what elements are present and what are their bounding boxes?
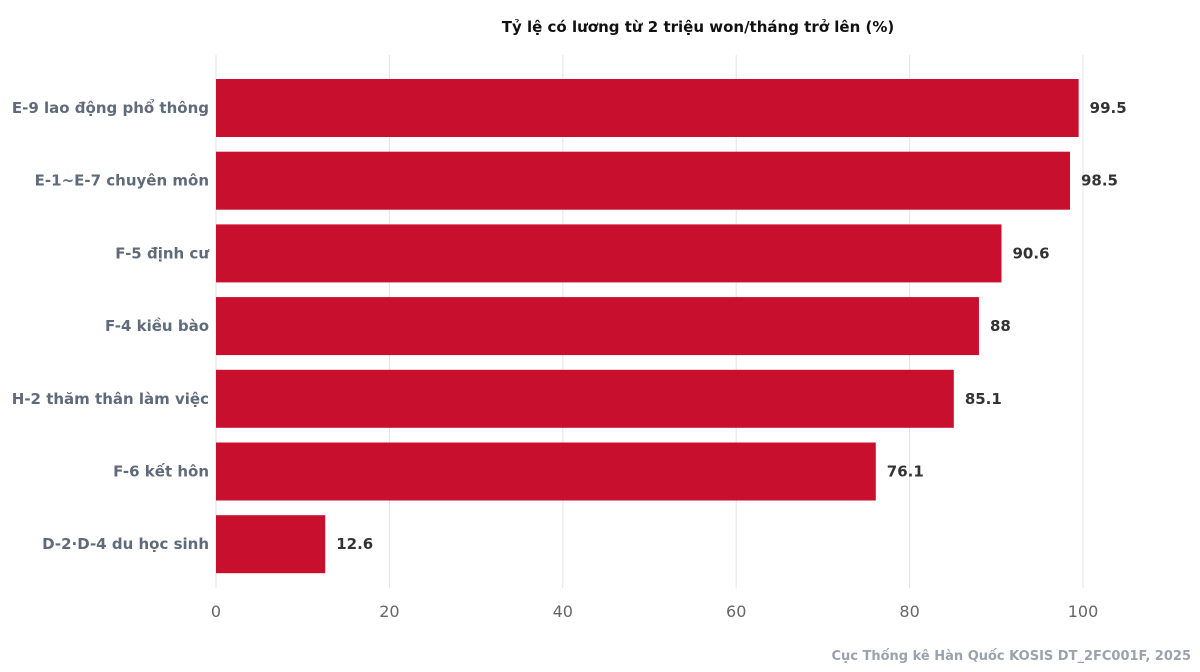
- x-tick-label: 20: [379, 602, 399, 621]
- value-labels: 99.5 98.5 90.6 88 85.1 76.1 12.6: [336, 99, 1126, 553]
- x-tick-label: 60: [726, 602, 746, 621]
- x-axis-ticks: 0 20 40 60 80 100: [211, 602, 1098, 621]
- bar: [216, 442, 876, 501]
- category-label: E-1~E-7 chuyên môn: [35, 172, 209, 190]
- value-label: 85.1: [965, 390, 1002, 408]
- category-labels: E-9 lao động phổ thông E-1~E-7 chuyên môn…: [12, 98, 210, 553]
- x-tick-label: 40: [553, 602, 573, 621]
- bar: [216, 369, 954, 428]
- category-label: E-9 lao động phổ thông: [12, 98, 209, 117]
- category-label: D-2·D-4 du học sinh: [42, 535, 209, 553]
- bar: [216, 515, 326, 574]
- value-label: 76.1: [887, 463, 924, 481]
- category-label: H-2 thăm thân làm việc: [12, 390, 209, 408]
- value-label: 90.6: [1013, 244, 1050, 262]
- value-label: 12.6: [336, 535, 373, 553]
- chart-title: Tỷ lệ có lương từ 2 triệu won/tháng trở …: [502, 18, 894, 36]
- value-label: 98.5: [1081, 172, 1118, 190]
- category-label: F-4 kiều bào: [105, 316, 209, 335]
- bar: [216, 224, 1002, 283]
- value-label: 99.5: [1090, 99, 1127, 117]
- value-label: 88: [990, 317, 1011, 335]
- category-label: F-6 kết hôn: [113, 462, 209, 481]
- x-tick-label: 80: [899, 602, 919, 621]
- bar: [216, 297, 979, 356]
- bar: [216, 151, 1070, 210]
- category-label: F-5 định cư: [115, 244, 209, 262]
- x-tick-label: 0: [211, 602, 221, 621]
- bars: [216, 79, 1079, 574]
- source-note: Cục Thống kê Hàn Quốc KOSIS DT_2FC001F, …: [831, 649, 1191, 664]
- bar: [216, 79, 1079, 137]
- x-tick-label: 100: [1068, 602, 1099, 621]
